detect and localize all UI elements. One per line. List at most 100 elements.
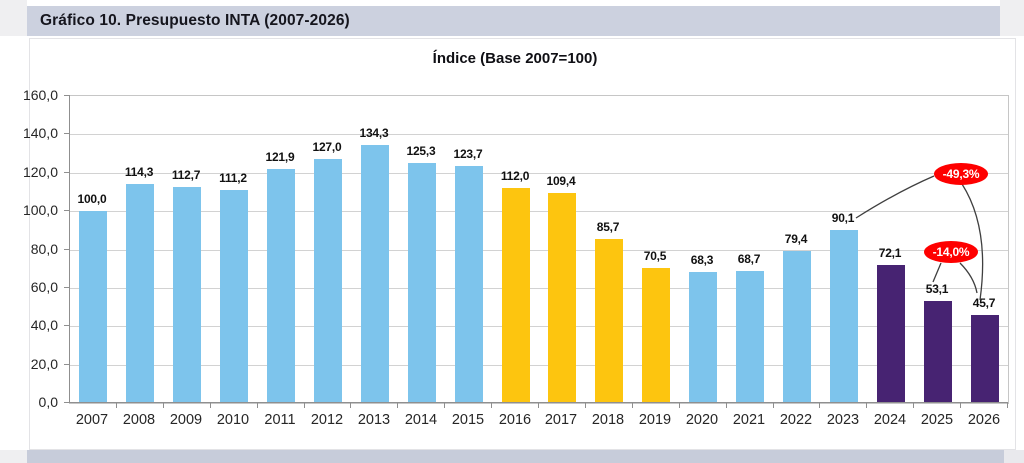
bar-2021 bbox=[736, 271, 764, 403]
x-tick-label-2022: 2022 bbox=[779, 412, 813, 428]
x-tick-label-2026: 2026 bbox=[967, 412, 1001, 428]
x-tick-label-2008: 2008 bbox=[122, 412, 156, 428]
x-tick-label-2021: 2021 bbox=[732, 412, 766, 428]
bar-value-label-2007: 100,0 bbox=[77, 192, 107, 206]
bar-2019 bbox=[642, 268, 670, 403]
x-tick-label-2016: 2016 bbox=[498, 412, 532, 428]
bar-2022 bbox=[783, 251, 811, 403]
figure-title: Gráfico 10. Presupuesto INTA (2007-2026) bbox=[40, 12, 350, 29]
x-tick-mark bbox=[163, 403, 164, 408]
bar-value-label-2015: 123,7 bbox=[453, 147, 483, 161]
bar-2014 bbox=[408, 163, 436, 403]
bar-value-label-2018: 85,7 bbox=[596, 220, 620, 234]
bar-2010 bbox=[220, 190, 248, 403]
x-tick-mark bbox=[726, 403, 727, 408]
bar-value-label-2021: 68,7 bbox=[737, 252, 761, 266]
bar-2016 bbox=[502, 188, 530, 403]
y-tick-mark bbox=[64, 133, 69, 135]
next-section-band bbox=[27, 450, 1004, 463]
bar-2026 bbox=[971, 315, 999, 403]
gridline-120 bbox=[70, 172, 1008, 174]
bar-2025 bbox=[924, 301, 952, 403]
y-tick-label-0,0: 0,0 bbox=[38, 394, 58, 410]
x-tick-label-2011: 2011 bbox=[264, 412, 296, 428]
y-tick-label-60,0: 60,0 bbox=[30, 278, 58, 295]
bar-value-label-2011: 121,9 bbox=[265, 150, 295, 164]
x-tick-mark bbox=[960, 403, 961, 408]
x-tick-label-2009: 2009 bbox=[169, 412, 203, 428]
bar-2007 bbox=[79, 211, 107, 403]
y-tick-label-140,0: 140,0 bbox=[22, 125, 58, 142]
y-tick-label-40,0: 40,0 bbox=[30, 317, 58, 334]
bar-2020 bbox=[689, 272, 717, 403]
gridline-100 bbox=[70, 211, 1008, 213]
bar-value-label-2024: 72,1 bbox=[878, 246, 902, 260]
x-tick-mark bbox=[257, 403, 258, 408]
bar-2015 bbox=[455, 166, 483, 403]
y-tick-mark bbox=[64, 402, 69, 403]
bar-2012 bbox=[314, 159, 342, 403]
x-tick-label-2007: 2007 bbox=[75, 412, 109, 428]
page-margin-top-right bbox=[1000, 0, 1024, 36]
bar-2011 bbox=[267, 169, 295, 403]
x-tick-mark bbox=[679, 403, 680, 408]
bar-value-label-2013: 134,3 bbox=[359, 126, 389, 140]
chart-title: Índice (Base 2007=100) bbox=[432, 50, 598, 67]
x-tick-label-2012: 2012 bbox=[310, 412, 344, 428]
page-margin-bottom-right bbox=[1004, 450, 1024, 463]
gridline-60 bbox=[70, 287, 1008, 289]
y-tick-label-160,0: 160,0 bbox=[22, 87, 58, 103]
y-axis-line bbox=[69, 95, 70, 403]
bar-value-label-2022: 79,4 bbox=[784, 232, 808, 246]
x-tick-label-2024: 2024 bbox=[873, 412, 907, 428]
x-tick-mark bbox=[304, 403, 305, 408]
bar-value-label-2009: 112,7 bbox=[171, 168, 201, 182]
bar-value-label-2023: 90,1 bbox=[831, 211, 855, 225]
y-tick-mark bbox=[64, 363, 69, 365]
x-tick-mark bbox=[866, 403, 867, 408]
x-tick-label-2010: 2010 bbox=[216, 412, 250, 428]
bar-value-label-2016: 112,0 bbox=[500, 169, 530, 183]
x-tick-mark bbox=[210, 403, 211, 408]
y-tick-mark bbox=[64, 248, 69, 250]
bar-value-label-2020: 68,3 bbox=[690, 253, 714, 267]
bar-value-label-2019: 70,5 bbox=[643, 249, 667, 263]
y-tick-mark bbox=[64, 210, 69, 212]
x-tick-label-2013: 2013 bbox=[357, 412, 391, 428]
x-tick-mark bbox=[444, 403, 445, 408]
figure-title-bar: Gráfico 10. Presupuesto INTA (2007-2026) bbox=[27, 6, 1000, 36]
plot-area bbox=[69, 95, 1009, 404]
x-tick-mark bbox=[491, 403, 492, 408]
x-tick-mark bbox=[773, 403, 774, 408]
bar-value-label-2025: 53,1 bbox=[925, 282, 949, 296]
x-tick-mark bbox=[632, 403, 633, 408]
bar-2017 bbox=[548, 193, 576, 403]
x-tick-mark bbox=[350, 403, 351, 408]
y-tick-label-120,0: 120,0 bbox=[22, 163, 58, 180]
gridline-20 bbox=[70, 364, 1008, 366]
annotation-oval-14pct: -14,0% bbox=[924, 241, 978, 263]
y-tick-label-20,0: 20,0 bbox=[30, 355, 58, 372]
y-tick-mark bbox=[64, 286, 69, 288]
annotation-oval-49pct: -49,3% bbox=[934, 163, 988, 185]
y-tick-mark bbox=[64, 171, 69, 173]
x-axis-line bbox=[66, 402, 1008, 403]
x-tick-label-2025: 2025 bbox=[920, 412, 954, 428]
x-tick-mark bbox=[1007, 403, 1008, 408]
x-tick-label-2018: 2018 bbox=[591, 412, 625, 428]
x-tick-label-2015: 2015 bbox=[451, 412, 485, 428]
bar-value-label-2008: 114,3 bbox=[124, 165, 154, 179]
bar-value-label-2012: 127,0 bbox=[312, 140, 342, 154]
x-tick-mark bbox=[913, 403, 914, 408]
gridline-40 bbox=[70, 326, 1008, 328]
bar-2018 bbox=[595, 239, 623, 403]
gridline-140 bbox=[70, 134, 1008, 136]
page-margin-top-left bbox=[0, 0, 27, 36]
y-tick-label-80,0: 80,0 bbox=[30, 240, 58, 257]
gridline-80 bbox=[70, 249, 1008, 251]
y-tick-label-100,0: 100,0 bbox=[22, 202, 58, 219]
x-tick-label-2017: 2017 bbox=[544, 412, 578, 428]
bar-value-label-2017: 109,4 bbox=[546, 174, 576, 188]
x-tick-mark bbox=[585, 403, 586, 408]
